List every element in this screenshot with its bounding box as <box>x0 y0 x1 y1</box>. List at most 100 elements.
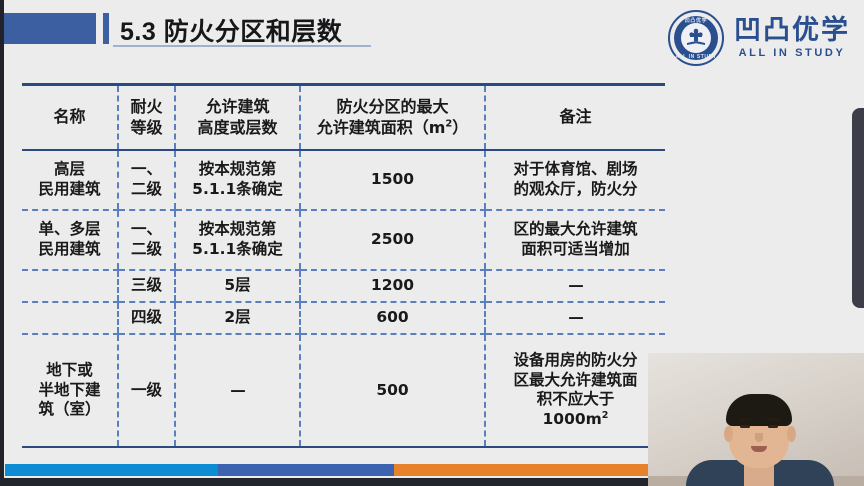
bottom-bar-blue <box>218 464 394 476</box>
cell-line-2: 面积可适当增加 <box>521 240 630 258</box>
page-title: 5.3 防火分区和层数 <box>120 18 343 46</box>
table-row: 地下或 半地下建 筑（室） 一级 — 500 设备用房的防火分 区最大允许建筑面… <box>22 334 665 448</box>
remark-area-value: 1000m <box>542 410 602 429</box>
right-panel-sliver[interactable] <box>852 108 864 308</box>
table-row: 四级 2层 600 — <box>22 302 665 335</box>
header-line-1: 防火分区的最大 <box>336 97 449 117</box>
slide-title-block: 5.3 防火分区和层数 <box>0 0 640 66</box>
cell-line-1: 地下或 <box>46 361 93 380</box>
header-line-2: 高度或层数 <box>197 117 278 137</box>
cell-area-lowrise: 2500 <box>299 210 485 271</box>
cell-rating-basement: 一级 <box>117 334 175 448</box>
table-row: 单、多层 民用建筑 一、 二级 按本规范第 5.1.1条确定 2500 区的最大… <box>22 210 665 271</box>
cell-line-2: 半地下建 <box>38 380 101 399</box>
cell-line-4: 1000m2 <box>488 410 663 430</box>
webcam-person-nose <box>755 433 763 442</box>
logo-wordmark: 凹凸优学 ALL IN STUDY <box>734 17 850 59</box>
cell-height-grade3: 5层 <box>174 270 300 303</box>
cell-line-3: 筑（室） <box>38 400 101 419</box>
instructor-webcam-video[interactable] <box>648 353 864 486</box>
cell-line-2: 二级 <box>130 240 162 258</box>
cell-line-1: 按本规范第 <box>198 160 277 179</box>
webcam-person-ear-left <box>724 426 733 442</box>
cell-height-highrise: 按本规范第 5.1.1条确定 <box>174 150 300 211</box>
header-line-2: 允许建筑面积（m2） <box>303 118 482 138</box>
cell-height-basement: — <box>174 334 300 448</box>
webcam-person-eye-left <box>740 425 750 428</box>
column-header-height-or-storeys: 允许建筑 高度或层数 <box>174 84 300 151</box>
cell-name-lowrise: 单、多层 民用建筑 <box>22 210 118 271</box>
column-header-name: 名称 <box>22 84 118 151</box>
logo-badge-bottom-text: ALL IN STUDY <box>675 54 717 60</box>
logo-badge-top-text: 凹凸优学 <box>684 18 708 24</box>
title-accent-tick <box>103 13 109 44</box>
header-line-1: 允许建筑 <box>205 97 270 117</box>
cell-area-grade4: 600 <box>299 302 485 335</box>
brand-logo: 凹凸优学 ALL IN STUDY 凹凸优学 ALL IN STUDY <box>668 5 850 71</box>
column-header-fire-rating: 耐火 等级 <box>117 84 175 151</box>
cell-line-1: 设备用房的防火分 <box>513 351 638 370</box>
cell-line-2: 二级 <box>130 180 162 198</box>
cell-line-1: 对于体育馆、剧场 <box>513 160 638 179</box>
table-header-row: 名称 耐火 等级 允许建筑 高度或层数 防火分区的最大 允许建筑面积（m2） 备… <box>22 84 665 151</box>
header-area-unit-post: ） <box>452 117 469 137</box>
webcam-person-brow-right <box>767 418 779 421</box>
header-area-unit-pre: 允许建筑面积（m <box>316 117 446 137</box>
column-header-remark: 备注 <box>484 84 665 151</box>
cell-line-1: 单、多层 <box>38 220 101 239</box>
cell-line-3: 积不应大于 <box>536 390 615 409</box>
cell-remark-grade3: — <box>484 270 665 303</box>
cell-name-blank <box>22 302 118 335</box>
cell-line-1: 一、 <box>130 160 162 179</box>
logo-badge-icon: 凹凸优学 ALL IN STUDY <box>668 10 724 66</box>
slide-left-edge <box>0 0 4 486</box>
bottom-bar-light-blue <box>5 464 218 476</box>
webcam-person-hair <box>726 394 792 426</box>
cell-height-lowrise: 按本规范第 5.1.1条确定 <box>174 210 300 271</box>
remark-area-sup: 2 <box>601 409 609 421</box>
cell-line-2: 区最大允许建筑面 <box>513 370 638 389</box>
webcam-person-brow-left <box>739 418 751 421</box>
table-row: 高层 民用建筑 一、 二级 按本规范第 5.1.1条确定 1500 对于体育馆、… <box>22 150 665 211</box>
cell-name-highrise: 高层 民用建筑 <box>22 150 118 211</box>
cell-line-1: 按本规范第 <box>198 220 277 239</box>
cell-line-2: 5.1.1条确定 <box>192 180 283 198</box>
slide-bottom-edge <box>0 478 864 486</box>
cell-remark-line-3-4: 区的最大允许建筑 面积可适当增加 <box>484 210 665 271</box>
cell-line-2: 民用建筑 <box>38 240 101 258</box>
logo-brand-cn: 凹凸优学 <box>734 15 850 46</box>
cell-area-grade3: 1200 <box>299 270 485 303</box>
cell-line-1: 高层 <box>53 160 85 179</box>
webcam-person-ear-right <box>787 426 796 442</box>
cell-remark-basement: 设备用房的防火分 区最大允许建筑面 积不应大于 1000m2 <box>484 334 665 448</box>
cell-line-2: 5.1.1条确定 <box>192 240 283 258</box>
cell-name-lowrise-cont <box>22 270 118 303</box>
cell-area-basement: 500 <box>299 334 485 448</box>
header-line-1: 耐火 <box>130 97 163 117</box>
cell-line-2: 民用建筑 <box>38 180 101 198</box>
cell-remark-line-1-2: 对于体育馆、剧场 的观众厅，防火分 <box>484 150 665 211</box>
title-underline <box>113 45 371 47</box>
cell-rating-grade3: 三级 <box>117 270 175 303</box>
fire-zone-table-wrap: 名称 耐火 等级 允许建筑 高度或层数 防火分区的最大 允许建筑面积（m2） 备… <box>22 83 665 448</box>
cell-rating-highrise: 一、 二级 <box>117 150 175 211</box>
fire-zone-table: 名称 耐火 等级 允许建筑 高度或层数 防火分区的最大 允许建筑面积（m2） 备… <box>22 83 665 448</box>
title-accent-chip <box>4 13 96 44</box>
header-area-unit-sup: 2 <box>445 118 453 130</box>
logo-emblem-icon <box>681 23 711 53</box>
cell-rating-lowrise: 一、 二级 <box>117 210 175 271</box>
cell-line-1: 区的最大允许建筑 <box>513 220 638 239</box>
cell-area-highrise: 1500 <box>299 150 485 211</box>
cell-height-grade4: 2层 <box>174 302 300 335</box>
column-header-max-area: 防火分区的最大 允许建筑面积（m2） <box>299 84 485 151</box>
webcam-person-mouth <box>751 446 767 452</box>
logo-brand-en: ALL IN STUDY <box>738 47 846 59</box>
cell-name-basement: 地下或 半地下建 筑（室） <box>22 334 118 448</box>
cell-remark-grade4: — <box>484 302 665 335</box>
cell-line-1: 一、 <box>130 220 162 239</box>
cell-rating-grade4: 四级 <box>117 302 175 335</box>
webcam-person-eye-right <box>768 425 778 428</box>
table-row: 三级 5层 1200 — <box>22 270 665 303</box>
header-line-2: 等级 <box>130 117 163 137</box>
